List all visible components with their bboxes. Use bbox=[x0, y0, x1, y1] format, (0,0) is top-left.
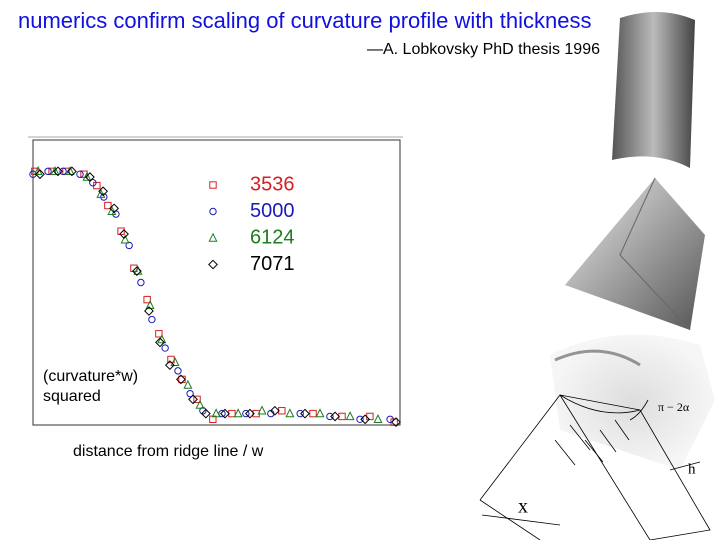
point bbox=[356, 415, 364, 423]
point bbox=[109, 203, 120, 214]
point bbox=[170, 356, 180, 366]
point bbox=[200, 408, 211, 419]
point bbox=[233, 408, 243, 418]
point bbox=[211, 408, 221, 418]
point bbox=[218, 409, 226, 418]
legend-label: 3536 bbox=[250, 173, 295, 195]
point bbox=[269, 405, 280, 416]
point bbox=[209, 207, 217, 216]
point bbox=[188, 394, 198, 405]
point bbox=[53, 166, 63, 177]
point bbox=[386, 415, 394, 423]
subtitle: —A. Lobkovsky PhD thesis 1996 bbox=[367, 41, 600, 58]
point bbox=[96, 188, 106, 198]
point bbox=[373, 413, 383, 423]
point bbox=[391, 417, 401, 428]
legend-label: 7071 bbox=[250, 253, 295, 275]
point bbox=[208, 232, 218, 242]
y-label: squared bbox=[43, 388, 101, 405]
point bbox=[164, 360, 175, 371]
point bbox=[82, 171, 92, 181]
length-label: x bbox=[518, 496, 528, 518]
point bbox=[155, 337, 165, 348]
legend-label: 5000 bbox=[250, 200, 295, 222]
point bbox=[44, 167, 52, 176]
point bbox=[131, 266, 142, 277]
point bbox=[59, 167, 67, 176]
point bbox=[326, 412, 334, 421]
point bbox=[50, 166, 60, 176]
point bbox=[107, 205, 117, 215]
point bbox=[257, 405, 267, 415]
point bbox=[174, 367, 182, 375]
point bbox=[125, 241, 133, 250]
y-label: (curvature*w) bbox=[43, 368, 138, 385]
point bbox=[296, 409, 304, 418]
point bbox=[208, 259, 218, 270]
point bbox=[309, 409, 317, 418]
point bbox=[117, 227, 125, 235]
point bbox=[360, 414, 371, 425]
point bbox=[66, 166, 77, 177]
point bbox=[195, 399, 205, 409]
point bbox=[161, 344, 169, 352]
point bbox=[104, 201, 112, 210]
point bbox=[35, 169, 45, 180]
angle-label: π − 2α bbox=[658, 400, 690, 414]
point bbox=[244, 408, 255, 419]
point bbox=[315, 408, 325, 418]
point bbox=[330, 411, 340, 422]
point bbox=[119, 229, 129, 239]
point bbox=[33, 166, 43, 176]
point bbox=[120, 234, 130, 244]
point bbox=[76, 170, 84, 178]
legend-label: 6124 bbox=[250, 226, 295, 248]
point bbox=[155, 330, 163, 338]
point bbox=[366, 412, 374, 421]
point bbox=[220, 408, 230, 419]
point bbox=[285, 408, 295, 418]
point bbox=[84, 172, 95, 182]
point bbox=[300, 408, 310, 419]
plot-frame bbox=[32, 139, 401, 426]
point bbox=[144, 306, 154, 316]
point bbox=[186, 389, 194, 398]
point bbox=[89, 179, 97, 187]
point bbox=[193, 395, 201, 404]
point bbox=[148, 315, 156, 324]
point bbox=[175, 374, 186, 385]
point bbox=[98, 186, 109, 197]
x-label: distance from ridge line / w bbox=[73, 443, 264, 460]
point bbox=[345, 411, 355, 421]
point bbox=[137, 278, 145, 287]
thickness-label: h bbox=[688, 461, 696, 477]
point bbox=[178, 375, 186, 384]
point bbox=[183, 379, 193, 389]
point bbox=[157, 334, 167, 344]
illustrations bbox=[479, 11, 715, 540]
point bbox=[143, 295, 151, 304]
title: numerics confirm scaling of curvature pr… bbox=[18, 8, 591, 33]
point bbox=[242, 409, 250, 418]
point bbox=[209, 181, 217, 189]
